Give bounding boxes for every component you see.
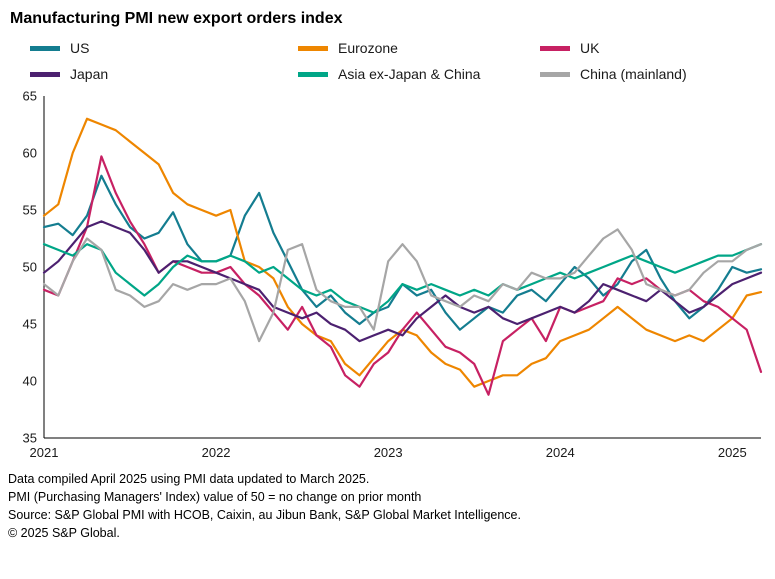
legend-swatch-china bbox=[540, 71, 570, 77]
x-axis-tick-label: 2025 bbox=[718, 445, 747, 460]
series-line-uk bbox=[42, 155, 763, 396]
pmi-line-chart: 35 40 45 50 55 60 65 2021 2022 2023 2024 2025 bbox=[23, 89, 763, 460]
series-line-asia-ex-japan-china bbox=[42, 243, 763, 314]
legend-label-uk: UK bbox=[580, 40, 600, 56]
legend-label-china: China (mainland) bbox=[580, 66, 687, 82]
legend-swatch-asia bbox=[298, 71, 328, 77]
x-axis-tick-label: 2021 bbox=[30, 445, 59, 460]
series-line-us bbox=[42, 174, 763, 331]
x-axis-tick-label: 2022 bbox=[202, 445, 231, 460]
legend-item-eurozone: Eurozone bbox=[298, 40, 540, 56]
series-line-china-mainland- bbox=[42, 228, 763, 343]
legend-item-us: US bbox=[30, 40, 298, 56]
y-axis-tick-label: 35 bbox=[23, 431, 37, 446]
x-axis-tick-label: 2024 bbox=[546, 445, 575, 460]
x-axis-tick-label: 2023 bbox=[374, 445, 403, 460]
legend-label-asia: Asia ex-Japan & China bbox=[338, 66, 481, 82]
legend-swatch-eurozone bbox=[298, 45, 328, 51]
y-axis-tick-label: 55 bbox=[23, 203, 37, 218]
footnote-copyright: © 2025 S&P Global. bbox=[8, 526, 120, 541]
series-line-japan bbox=[42, 220, 763, 343]
legend-label-us: US bbox=[70, 40, 90, 56]
chart-footnotes: Data compiled April 2025 using PMI data … bbox=[0, 466, 775, 543]
legend-swatch-japan bbox=[30, 71, 60, 77]
legend-swatch-uk bbox=[540, 45, 570, 51]
y-axis-tick-label: 50 bbox=[23, 260, 37, 275]
page-title: Manufacturing PMI new export orders inde… bbox=[10, 10, 343, 27]
y-axis-tick-label: 45 bbox=[23, 317, 37, 332]
footnote-source: Source: S&P Global PMI with HCOB, Caixin… bbox=[8, 508, 521, 523]
legend-label-japan: Japan bbox=[70, 66, 109, 82]
y-axis-tick-label: 65 bbox=[23, 89, 37, 104]
chart-legend: US Eurozone UK Japan Asia ex-Japan & Chi… bbox=[0, 32, 775, 88]
legend-label-eurozone: Eurozone bbox=[338, 40, 398, 56]
footnote-data-compiled: Data compiled April 2025 using PMI data … bbox=[8, 472, 370, 486]
footnote-pmi-definition: PMI (Purchasing Managers' Index) value o… bbox=[8, 490, 422, 505]
legend-item-japan: Japan bbox=[30, 66, 298, 82]
legend-swatch-us bbox=[30, 45, 60, 51]
legend-item-china: China (mainland) bbox=[540, 66, 775, 82]
legend-item-uk: UK bbox=[540, 40, 775, 56]
y-axis-tick-label: 60 bbox=[23, 146, 37, 161]
series-line-eurozone bbox=[42, 117, 763, 388]
y-axis-tick-label: 40 bbox=[23, 374, 37, 389]
legend-item-asia: Asia ex-Japan & China bbox=[298, 66, 540, 82]
